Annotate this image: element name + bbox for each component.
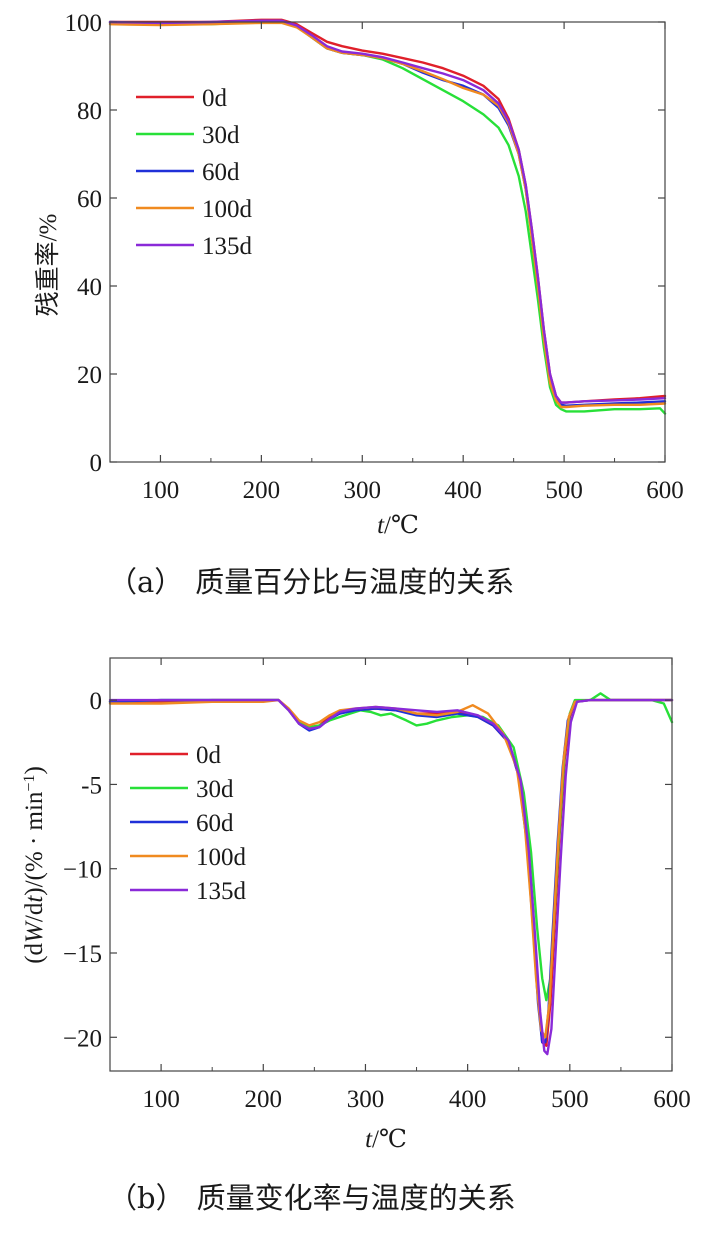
chart-b-y-tick-label: -5 xyxy=(81,772,102,799)
chart-a-series-line-0d xyxy=(108,18,667,404)
chart-b-x-tick-label: 300 xyxy=(347,1086,385,1113)
chart-a-series-line-30d xyxy=(108,20,667,415)
chart-b-series-line-0d xyxy=(108,698,674,1047)
chart-a-series-line-60d xyxy=(108,20,667,407)
chart-a-y-tick-label: 100 xyxy=(65,10,103,37)
chart-b-y-tick-label: −10 xyxy=(63,857,102,884)
chart-b-x-tick-label: 600 xyxy=(653,1086,691,1113)
chart-b-x-axis-label: t/℃ xyxy=(365,1126,407,1153)
chart-a-plot-frame xyxy=(109,21,666,463)
chart-b-x-tick-label: 500 xyxy=(551,1086,589,1113)
chart-b-x-tick-label: 200 xyxy=(245,1086,283,1113)
chart-a-x-tick-label: 600 xyxy=(646,477,684,504)
chart-b-legend: 0d 30d 60d 100d 135d xyxy=(130,742,247,905)
chart-panel-a: 100 200 300 400 500 600 0 20 40 60 80 100 0d 30d 60d 1… xyxy=(34,10,684,599)
chart-b-x-tick-label: 100 xyxy=(142,1086,180,1113)
chart-panel-b: 100 200 300 400 500 600 0 -5 −10 −15 −20 0d 30d 60d 1… xyxy=(21,657,691,1215)
chart-a-legend-label-100d: 100d xyxy=(202,196,253,223)
chart-a-series-group xyxy=(108,18,667,415)
chart-a-legend-label-0d: 0d xyxy=(202,85,228,112)
chart-a-legend: 0d 30d 60d 100d 135d xyxy=(136,85,253,260)
chart-a-y-tick-label: 0 xyxy=(90,450,103,477)
chart-b-series-line-60d xyxy=(108,698,674,1044)
chart-a-legend-label-30d: 30d xyxy=(202,122,240,149)
chart-b-series-line-135d xyxy=(108,698,674,1056)
chart-a-series-line-135d xyxy=(108,19,667,404)
chart-b-plot-frame xyxy=(109,657,673,1072)
chart-a-x-tick-label: 400 xyxy=(444,477,482,504)
chart-a-y-tick-label: 20 xyxy=(77,362,102,389)
chart-a-x-tick-label: 300 xyxy=(344,477,382,504)
chart-a-y-tick-label: 80 xyxy=(77,98,102,125)
chart-a-y-tick-label: 40 xyxy=(77,274,102,301)
chart-b-legend-label-135d: 135d xyxy=(196,878,247,905)
caption-a: （a） 质量百分比与温度的关系 xyxy=(108,565,514,599)
chart-b-legend-label-60d: 60d xyxy=(196,810,234,837)
chart-b-y-axis-label: (dW/dt)/(% · min−1) xyxy=(21,766,49,964)
chart-a-legend-label-135d: 135d xyxy=(202,233,253,260)
chart-b-legend-label-100d: 100d xyxy=(196,844,247,871)
chart-a-legend-label-60d: 60d xyxy=(202,159,240,186)
chart-a-y-axis-label: 残重率/% xyxy=(34,214,62,317)
chart-b-series-line-100d xyxy=(108,698,674,1039)
chart-a-x-tick-label: 200 xyxy=(243,477,281,504)
chart-b-series-line-30d xyxy=(108,692,674,1002)
chart-b-legend-label-30d: 30d xyxy=(196,776,234,803)
chart-b-legend-label-0d: 0d xyxy=(196,742,222,769)
chart-a-x-axis-label: t/℃ xyxy=(377,512,419,539)
chart-b-y-tick-label: −20 xyxy=(63,1025,102,1052)
chart-a-y-tick-label: 60 xyxy=(77,186,102,213)
chart-a-x-tick-label: 500 xyxy=(545,477,583,504)
caption-b: （b） 质量变化率与温度的关系 xyxy=(108,1181,516,1215)
chart-b-series-group xyxy=(108,692,674,1056)
chart-b-y-tick-label: −15 xyxy=(63,941,102,968)
chart-b-x-tick-label: 400 xyxy=(449,1086,487,1113)
chart-a-x-tick-label: 100 xyxy=(142,477,180,504)
chart-b-y-tick-label: 0 xyxy=(90,688,103,715)
chart-a-series-line-100d xyxy=(108,21,667,409)
